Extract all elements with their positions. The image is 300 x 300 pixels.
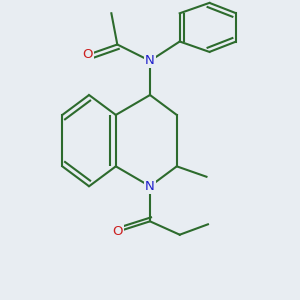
Text: N: N	[145, 54, 155, 67]
Text: O: O	[112, 225, 123, 238]
Text: N: N	[145, 180, 155, 193]
Text: O: O	[82, 48, 93, 62]
